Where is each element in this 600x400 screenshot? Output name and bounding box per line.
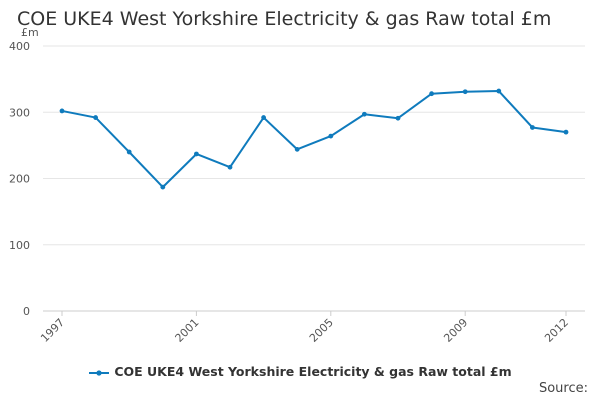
data-point: [429, 91, 434, 97]
data-point: [362, 111, 367, 117]
data-point: [496, 88, 502, 94]
data-point: [294, 146, 300, 152]
legend-series-label: COE UKE4 West Yorkshire Electricity & ga…: [114, 364, 512, 379]
y-axis-unit-label: £m: [21, 26, 39, 39]
data-point: [530, 125, 535, 130]
y-tick-label: 300: [9, 106, 30, 119]
data-point: [328, 133, 334, 139]
x-tick-label: 2001: [173, 316, 202, 345]
data-point: [59, 108, 65, 114]
legend[interactable]: COE UKE4 West Yorkshire Electricity & ga…: [0, 364, 600, 379]
x-tick-label: 2012: [542, 316, 571, 345]
data-point: [93, 115, 98, 120]
chart-title: COE UKE4 West Yorkshire Electricity & ga…: [17, 8, 552, 30]
data-point: [395, 115, 401, 121]
data-point: [462, 89, 468, 95]
data-point: [227, 164, 233, 170]
data-point: [160, 184, 166, 190]
data-point: [126, 149, 132, 155]
x-tick-label: 1997: [38, 316, 67, 345]
x-tick-label: 2009: [441, 316, 470, 345]
y-tick-label: 0: [23, 305, 30, 318]
y-tick-label: 200: [9, 173, 30, 186]
data-point: [261, 115, 266, 120]
data-point: [194, 151, 199, 157]
y-tick-label: 100: [9, 239, 30, 252]
x-tick-label: 2005: [307, 316, 336, 345]
y-tick-label: 400: [9, 40, 30, 53]
series-line: [61, 90, 567, 189]
data-point: [563, 129, 569, 135]
legend-series-marker: [89, 369, 110, 376]
source-label: Source:: [538, 381, 588, 396]
